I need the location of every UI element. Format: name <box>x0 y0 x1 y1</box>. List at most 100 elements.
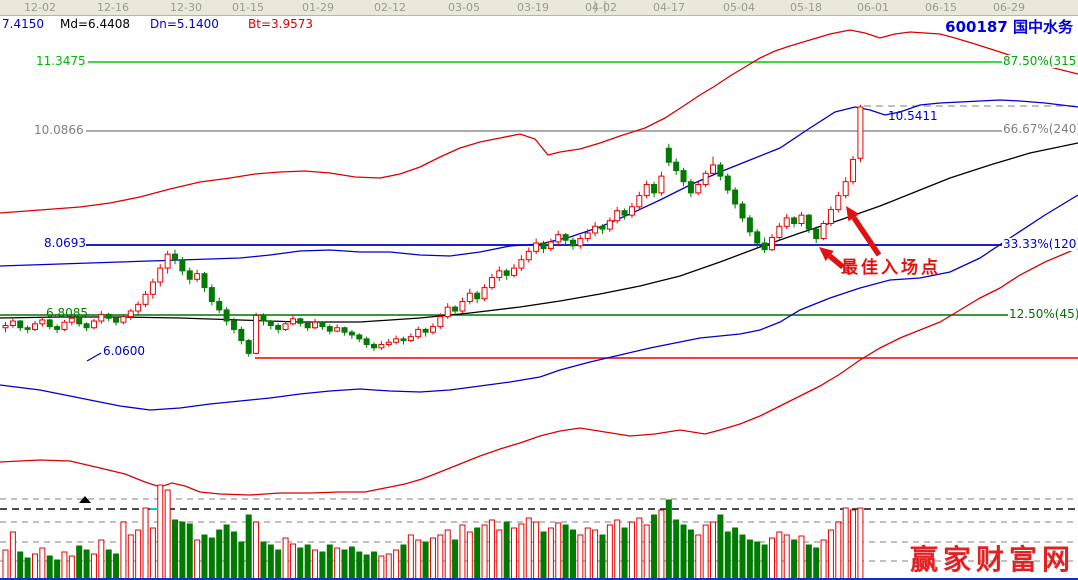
volume-bar <box>776 531 783 580</box>
price-label-33-33: 8.0693 <box>44 236 86 250</box>
volume-bar <box>857 507 864 580</box>
candle-body <box>525 250 532 261</box>
volume-bar <box>46 555 53 580</box>
volume-bar <box>562 524 569 580</box>
price-label-low: 6.0600 <box>103 344 145 358</box>
candle-body <box>606 220 613 230</box>
volume-bar <box>127 534 134 580</box>
candle-body <box>260 314 267 322</box>
candle-body <box>208 287 215 303</box>
volume-bar <box>312 549 319 580</box>
volume-bar <box>407 534 414 580</box>
candle-body <box>282 323 289 330</box>
volume-bar <box>842 507 849 580</box>
date-tick: 03-05 <box>448 1 480 14</box>
volume-bar <box>710 521 717 580</box>
candle-body <box>24 327 31 330</box>
volume-bar <box>525 517 532 580</box>
candle-body <box>422 328 429 333</box>
candle-body <box>186 270 193 280</box>
volume-bar <box>201 534 208 580</box>
volume-bar <box>17 551 24 580</box>
candle-body <box>599 225 606 230</box>
volume-bar <box>584 527 591 580</box>
candle-body <box>371 343 377 349</box>
candle-body <box>783 217 790 227</box>
candle-body <box>717 164 724 177</box>
volume-bar <box>297 547 304 580</box>
volume-bar <box>835 521 842 580</box>
date-tick: 06-01 <box>857 1 889 14</box>
volume-bar <box>850 509 857 580</box>
candle-body <box>127 310 134 318</box>
volume-bar <box>488 519 495 580</box>
volume-bar <box>496 529 503 580</box>
volume-bar <box>378 555 385 580</box>
candle-body <box>850 158 857 183</box>
volume-bar <box>319 551 326 580</box>
date-axis-bar[interactable]: 12-02 12-16 12-30 01-15 01-29 02-12 03-05 03-19… <box>0 0 1078 16</box>
volume-bar <box>783 534 790 580</box>
candle-body <box>407 336 414 342</box>
stock-code-name[interactable]: 600187 国中水务 <box>945 18 1073 36</box>
candle-body <box>223 309 230 322</box>
indicator-bt-value: Bt=3.9573 <box>248 17 313 31</box>
volume-bar <box>732 527 739 580</box>
volume-bar <box>717 514 724 580</box>
volume-bar <box>761 544 768 580</box>
candle-body <box>83 323 90 329</box>
candle-body <box>216 301 223 311</box>
candle-body <box>90 320 97 329</box>
candle-body <box>724 175 731 191</box>
volume-bar <box>481 524 488 580</box>
candle-body <box>592 225 599 234</box>
volume-bar <box>437 534 444 580</box>
volume-bar <box>164 489 171 580</box>
volume-bar <box>429 537 436 580</box>
candle-body <box>415 328 422 338</box>
candle-body <box>562 234 569 241</box>
fib-pct-label-66-67: 66.67%(240) <box>1002 123 1078 136</box>
volume-bar <box>452 539 459 580</box>
candle-body <box>76 317 83 325</box>
volume-bar <box>577 534 584 580</box>
price-label-66-67: 10.0866 <box>34 123 84 137</box>
low-label-leader <box>86 352 102 362</box>
candle-body <box>17 320 24 329</box>
volume-bar <box>31 553 38 580</box>
fib-pct-label-33-33: 33.33%(120) <box>1002 238 1078 251</box>
date-tick: 12-30 <box>170 1 202 14</box>
volume-bar <box>223 524 230 580</box>
candle-body <box>289 318 296 325</box>
volume-bar <box>768 537 775 580</box>
volume-bar <box>68 555 75 580</box>
volume-bar <box>9 531 16 580</box>
candle-body <box>113 317 120 323</box>
volume-bar <box>444 529 451 580</box>
volume-bar <box>415 539 422 580</box>
candle-body <box>253 314 260 354</box>
date-tick: 01-29 <box>302 1 334 14</box>
volume-bar <box>533 521 540 580</box>
volume-bar <box>673 519 680 580</box>
volume-bar <box>208 537 215 580</box>
candle-body <box>46 319 53 328</box>
volume-bar <box>474 527 481 580</box>
pane-splitter-handle[interactable] <box>594 1 606 13</box>
candle-body <box>547 241 554 250</box>
candle-body <box>820 223 827 240</box>
volume-bar <box>643 524 650 580</box>
candle-body <box>452 306 459 312</box>
price-label-12-50: 6.8085 <box>46 306 88 320</box>
volume-bar <box>363 554 370 580</box>
volume-bar <box>238 541 245 580</box>
volume-bar <box>724 531 731 580</box>
candle-body <box>429 326 436 333</box>
volume-bar <box>805 544 812 580</box>
volume-bar <box>680 524 687 580</box>
candle-body <box>400 338 407 342</box>
candle-body <box>488 277 495 289</box>
candle-body <box>157 267 164 283</box>
volume-bar <box>341 549 348 580</box>
